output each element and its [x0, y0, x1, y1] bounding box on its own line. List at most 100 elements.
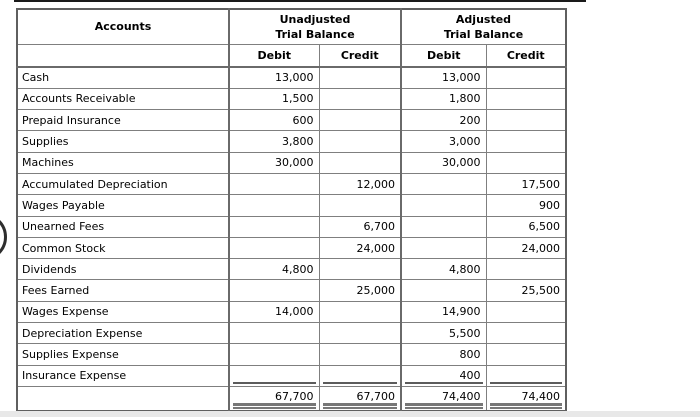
- adjusted-line1: Adjusted: [455, 12, 512, 26]
- amount-cell: 14,900: [400, 300, 487, 324]
- account-cell: Prepaid Insurance: [16, 109, 230, 132]
- unadjusted-debit-header: Debit: [228, 43, 320, 68]
- amount-cell: 5,500: [400, 322, 487, 345]
- unadjusted-line1: Unadjusted: [279, 12, 351, 26]
- amount-cell: 25,000: [318, 279, 402, 302]
- amount-value: 30,000: [275, 156, 314, 170]
- amount-cell: 67,700: [228, 385, 320, 412]
- account-cell: [16, 385, 230, 412]
- account-cell: Fees Earned: [16, 279, 230, 302]
- single-accounting-rule: [489, 381, 562, 384]
- amount-value: 1,800: [449, 92, 481, 106]
- amount-cell: 400: [400, 364, 487, 387]
- double-accounting-rule: [489, 403, 562, 410]
- double-accounting-rule: [322, 403, 397, 410]
- account-cell: Cash: [16, 66, 230, 89]
- cropped-circle-annotation: [0, 213, 7, 261]
- amount-cell: 6,500: [485, 215, 567, 238]
- account-cell: Accumulated Depreciation: [16, 172, 230, 196]
- amount-cell: [485, 364, 567, 387]
- amount-value: 6,500: [528, 220, 561, 234]
- account-cell: Wages Payable: [16, 194, 230, 217]
- amount-cell: [228, 322, 320, 345]
- amount-cell: [318, 151, 402, 174]
- amount-cell: [485, 258, 567, 281]
- amount-cell: [318, 322, 402, 345]
- amount-cell: 24,000: [485, 236, 567, 260]
- table-row: Depreciation Expense 5,500: [16, 322, 567, 345]
- amount-cell: 17,500: [485, 172, 567, 196]
- unadjusted-credit-header: Credit: [318, 43, 402, 68]
- amount-cell: 600: [228, 109, 320, 132]
- amount-cell: [318, 109, 402, 132]
- amount-cell: 800: [400, 343, 487, 366]
- amount-cell: [485, 300, 567, 324]
- amount-value: 900: [539, 198, 560, 212]
- amount-cell: [228, 215, 320, 238]
- amount-value: 17,500: [521, 177, 561, 191]
- amount-value: 800: [459, 348, 481, 361]
- amount-cell: 6,700: [318, 215, 402, 238]
- amount-cell: 3,800: [228, 130, 320, 153]
- table-row: Dividends 4,800 4,800: [16, 258, 567, 281]
- account-cell: Depreciation Expense: [16, 322, 230, 345]
- amount-value: 3,800: [282, 135, 314, 149]
- amount-cell: [318, 258, 402, 281]
- amount-cell: 1,500: [228, 87, 320, 111]
- bottom-strip: [0, 411, 700, 417]
- amount-value: 600: [292, 113, 314, 127]
- adjusted-credit-header: Credit: [485, 43, 567, 68]
- amount-value: 3,000: [449, 135, 481, 149]
- amount-value: 13,000: [275, 71, 314, 85]
- amount-cell: [228, 172, 320, 196]
- account-cell: Unearned Fees: [16, 215, 230, 238]
- amount-cell: 12,000: [318, 172, 402, 196]
- amount-value: 74,400: [521, 390, 561, 404]
- amount-cell: [318, 87, 402, 111]
- adjusted-line2: Trial Balance: [443, 27, 524, 41]
- header-group-row: Accounts Unadjusted Trial Balance Adjust…: [16, 8, 567, 45]
- amount-cell: [318, 130, 402, 153]
- amount-cell: 4,800: [400, 258, 487, 281]
- table-row: Accumulated Depreciation 12,000 17,500: [16, 172, 567, 196]
- amount-value: 5,500: [449, 326, 481, 340]
- account-cell: Machines: [16, 151, 230, 174]
- amount-cell: 67,700: [318, 385, 402, 412]
- table-row: Insurance Expense 400: [16, 364, 567, 387]
- amount-cell: 74,400: [400, 385, 487, 412]
- single-accounting-rule: [405, 381, 483, 384]
- amount-cell: [400, 279, 487, 302]
- amount-cell: 4,800: [228, 258, 320, 281]
- trial-balance-table: Accounts Unadjusted Trial Balance Adjust…: [16, 8, 567, 413]
- table-row: Common Stock 24,000 24,000: [16, 236, 567, 260]
- table-row: Cash 13,000 13,000: [16, 66, 567, 89]
- amount-cell: [485, 322, 567, 345]
- amount-value: 13,000: [442, 71, 481, 85]
- account-cell: Supplies Expense: [16, 343, 230, 366]
- table-row: Machines 30,000 30,000: [16, 151, 567, 174]
- account-cell: Common Stock: [16, 236, 230, 260]
- adjusted-debit-header: Debit: [400, 43, 487, 68]
- amount-cell: 900: [485, 194, 567, 217]
- amount-value: 1,500: [282, 92, 314, 106]
- amount-value: 25,000: [356, 284, 396, 298]
- amount-cell: 3,000: [400, 130, 487, 153]
- double-accounting-rule: [405, 403, 483, 410]
- amount-cell: [228, 194, 320, 217]
- account-cell: Supplies: [16, 130, 230, 153]
- amount-cell: [228, 236, 320, 260]
- header-sub-row: Debit Credit Debit Credit: [16, 43, 567, 68]
- amount-cell: 24,000: [318, 236, 402, 260]
- amount-value: 6,700: [363, 220, 396, 234]
- amount-cell: 1,800: [400, 87, 487, 111]
- amount-cell: [485, 109, 567, 132]
- totals-row: 67,700 67,700 74,400 74,400: [16, 385, 567, 412]
- amount-value: 30,000: [442, 156, 481, 170]
- amount-cell: [228, 279, 320, 302]
- accounts-header: Accounts: [16, 8, 230, 45]
- amount-value: 67,700: [356, 390, 396, 404]
- account-cell: Accounts Receivable: [16, 87, 230, 111]
- top-divider-line: [14, 0, 586, 2]
- amount-value: 24,000: [356, 241, 396, 255]
- account-cell: Dividends: [16, 258, 230, 281]
